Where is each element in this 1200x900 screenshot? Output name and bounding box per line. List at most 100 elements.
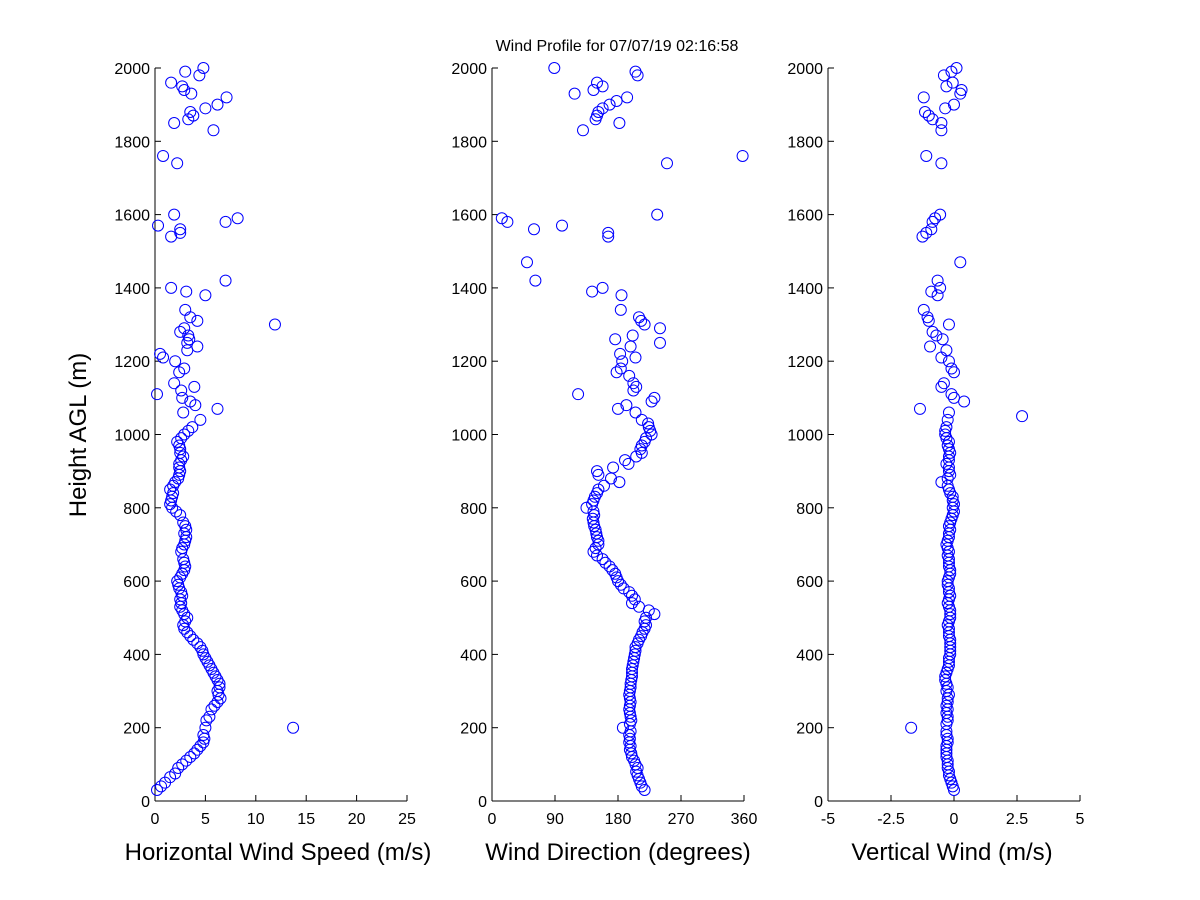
speed-data-point xyxy=(182,424,195,437)
speed-data-point xyxy=(178,362,191,375)
direction-data-point xyxy=(607,461,620,474)
figure-title: Wind Profile for 07/07/19 02:16:58 xyxy=(496,38,739,55)
vertical-data-point xyxy=(905,721,918,734)
vertical-data-point xyxy=(925,285,938,298)
speed-data-point xyxy=(154,347,167,360)
direction-data-point xyxy=(629,644,642,657)
speed-data-point xyxy=(184,395,197,408)
direction-data-point xyxy=(603,560,616,573)
speed-data-point xyxy=(191,637,204,650)
speed-data-point xyxy=(176,589,189,602)
speed-data-point xyxy=(173,582,186,595)
horizontal-wind-speed-xlabel: Horizontal Wind Speed (m/s) xyxy=(125,839,432,866)
vertical-data-point xyxy=(948,98,960,111)
vertical-data-point xyxy=(948,366,960,379)
direction-data-point xyxy=(556,219,568,232)
speed-x-tick-label: 15 xyxy=(297,811,315,828)
speed-data-point xyxy=(177,553,190,566)
direction-data-point xyxy=(598,479,610,492)
speed-data-point xyxy=(178,322,191,335)
vertical-data-point xyxy=(942,688,955,701)
speed-x-tick-label: 10 xyxy=(247,811,265,828)
direction-data-point xyxy=(591,531,603,544)
vertical-data-point xyxy=(935,476,948,489)
speed-data-point xyxy=(174,223,187,236)
vertical-data-point xyxy=(945,388,958,401)
vertical-data-point xyxy=(935,124,948,137)
vertical-y-tick-label: 600 xyxy=(796,574,823,591)
vertical-data-point xyxy=(931,289,944,302)
vertical-data-point xyxy=(954,256,967,269)
speed-data-point xyxy=(170,505,183,518)
speed-data-point xyxy=(164,483,177,496)
direction-data-point xyxy=(627,384,640,397)
direction-data-point xyxy=(615,289,628,302)
speed-data-point xyxy=(165,281,178,294)
speed-data-point xyxy=(184,630,197,643)
direction-data-point xyxy=(577,124,589,137)
speed-data-point xyxy=(177,516,190,529)
speed-data-point xyxy=(199,721,212,734)
speed-data-point xyxy=(186,421,199,434)
speed-data-point xyxy=(219,215,232,228)
direction-data-point xyxy=(623,732,636,745)
speed-y-tick-label: 0 xyxy=(141,794,150,811)
vertical-data-point xyxy=(942,318,955,331)
direction-data-point xyxy=(548,62,561,74)
direction-y-tick-label: 1800 xyxy=(451,134,487,151)
speed-data-point xyxy=(194,740,207,753)
speed-data-point xyxy=(176,391,189,404)
vertical-x-tick-label: 5 xyxy=(1076,811,1085,828)
wind-direction-panel: 0 200 400 600 800 1000 1200 1400 1600 1800 2000 0 90… xyxy=(451,61,757,828)
direction-data-point xyxy=(610,366,623,379)
vertical-y-tick-label: 0 xyxy=(814,794,823,811)
vertical-data-point xyxy=(920,149,933,162)
speed-data-point xyxy=(184,311,197,324)
vertical-data-point xyxy=(945,362,958,375)
speed-data-point xyxy=(171,157,184,170)
direction-data-point xyxy=(614,303,627,316)
speed-data-point xyxy=(199,289,212,302)
vertical-data-point xyxy=(926,325,939,338)
direction-data-point xyxy=(602,230,615,243)
speed-data-point xyxy=(180,523,193,536)
direction-data-point xyxy=(640,611,652,624)
direction-data-point xyxy=(642,421,655,434)
speed-data-point xyxy=(220,91,233,104)
direction-data-point xyxy=(635,439,648,452)
direction-data-point xyxy=(521,256,533,269)
speed-data-point xyxy=(164,498,177,511)
vertical-data-point xyxy=(937,377,950,390)
vertical-x-tick-label: 0 xyxy=(950,811,959,828)
direction-y-tick-label: 600 xyxy=(460,574,487,591)
speed-data-point xyxy=(231,212,244,225)
direction-data-point xyxy=(495,212,508,225)
speed-data-point xyxy=(177,450,190,463)
speed-data-point xyxy=(191,743,204,756)
speed-data-point xyxy=(172,472,185,485)
direction-data-point xyxy=(626,597,638,610)
speed-y-tick-label: 1800 xyxy=(114,134,150,151)
vertical-data-point xyxy=(940,421,953,434)
direction-data-point xyxy=(624,340,637,353)
speed-data-point xyxy=(175,545,188,558)
speed-data-point xyxy=(187,109,200,122)
vertical-y-tick-label: 1200 xyxy=(787,354,823,371)
direction-data-point xyxy=(638,784,651,797)
direction-y-tick-label: 2000 xyxy=(451,61,487,78)
vertical-y-tick-label: 400 xyxy=(796,647,823,664)
speed-data-point xyxy=(179,65,192,78)
direction-data-point xyxy=(612,402,624,415)
speed-data-point xyxy=(211,98,224,111)
speed-data-point xyxy=(188,380,201,393)
direction-data-point xyxy=(616,721,629,734)
direction-y-tick-label: 800 xyxy=(460,501,487,518)
speed-x-tick-label: 20 xyxy=(348,811,366,828)
speed-data-point xyxy=(213,681,226,694)
vertical-data-point xyxy=(946,490,959,503)
direction-data-point xyxy=(626,329,639,342)
speed-x-tick-label: 25 xyxy=(398,811,416,828)
vertical-data-point xyxy=(931,274,944,287)
direction-data-point xyxy=(619,454,631,467)
